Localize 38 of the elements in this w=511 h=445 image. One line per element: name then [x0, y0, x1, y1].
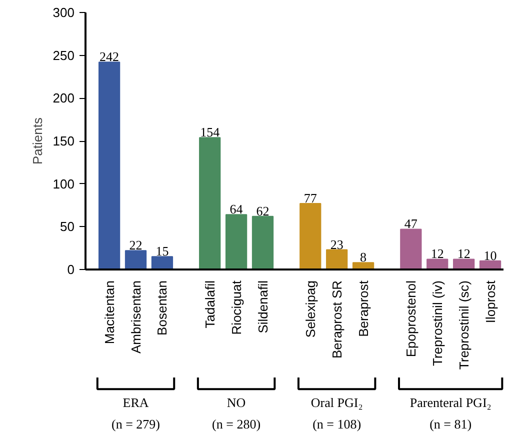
text: ERA (n = 279) — [112, 394, 160, 432]
data-label: 12 — [430, 246, 444, 262]
y-axis-title: Patients — [30, 117, 45, 164]
x-tick-label: Beraprost — [356, 280, 371, 337]
x-tick-label: Beraprost SR — [329, 280, 344, 359]
y-tick-label: 100 — [52, 176, 75, 192]
x-tick-label: Ambrisentan — [128, 280, 144, 354]
x-tick-label: Epoprostenol — [403, 280, 418, 358]
data-label: 242 — [100, 49, 120, 64]
data-label: 23 — [330, 236, 344, 252]
data-label: 64 — [230, 202, 244, 217]
y-tick-label: 50 — [60, 219, 75, 234]
y-tick-label: 300 — [52, 5, 75, 20]
data-label: 12 — [457, 246, 470, 262]
data-label: 22 — [129, 238, 142, 253]
y-tick-label: 250 — [52, 48, 75, 63]
y-tick-label: 200 — [52, 90, 75, 106]
x-tick-label: Tadalafil — [202, 280, 218, 328]
text: Parenteral PGI₂ (n = 81) — [410, 394, 492, 432]
x-tick-label: Treprostinil (sc) — [456, 280, 472, 370]
data-label: 10 — [484, 248, 497, 263]
x-tick-label: Riociguat — [228, 280, 244, 335]
data-label: 15 — [156, 244, 169, 259]
x-tick-label: Bosentan — [154, 280, 170, 336]
x-tick-label: Treprostinil (iv) — [430, 280, 445, 366]
text: NO (n = 280) — [212, 394, 261, 432]
data-label: 154 — [200, 124, 220, 140]
data-label: 62 — [256, 203, 270, 218]
x-tick-label: Iloprost — [482, 280, 498, 324]
x-tick-label: Macitentan — [102, 280, 117, 344]
data-label: 8 — [360, 250, 367, 265]
y-tick-label: 0 — [67, 262, 75, 277]
y-tick-label: 150 — [52, 134, 75, 148]
x-tick-label: Selexipag — [302, 280, 318, 338]
data-label: 77 — [304, 190, 318, 206]
text: Oral PGI₂ (n = 108) — [310, 394, 363, 432]
x-tick-label: Sildenafil — [255, 280, 270, 334]
data-label: 47 — [404, 216, 418, 232]
